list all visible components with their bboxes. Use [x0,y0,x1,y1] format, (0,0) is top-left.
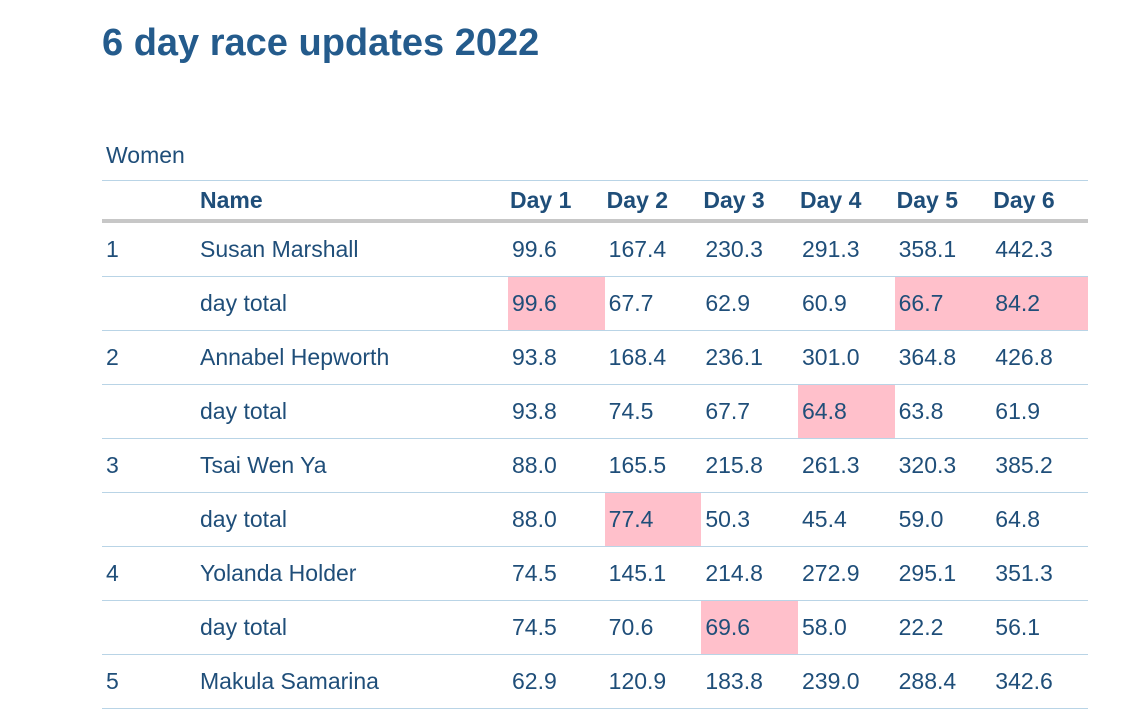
name-cell: day total [198,600,509,655]
day-1-cell: 99.6 [508,276,605,331]
day-1-cell: 88.0 [508,492,605,547]
day-2-cell: 74.5 [604,384,702,439]
day-2-cell: 165.5 [604,438,702,493]
page-title: 6 day race updates 2022 [102,22,540,64]
table-row: 2 Annabel Hepworth 93.8 168.4 236.1 301.0 364.… [102,330,1088,385]
day-5-cell: 63.8 [894,384,992,439]
day-3-cell: 50.3 [701,492,798,547]
day-3-cell: 230.3 [701,221,798,277]
day-3-cell: 62.9 [701,276,798,331]
table-row: 5 Makula Samarina 62.9 120.9 183.8 239.0 288.4… [102,654,1088,709]
day-2-cell: 168.4 [604,330,702,385]
day-5-cell: 66.7 [894,276,992,331]
day-3-cell: 67.7 [701,384,798,439]
rank-cell: 4 [102,546,198,601]
day-6-cell: 351.3 [991,546,1088,601]
table-row: day total 88.0 77.4 50.3 45.4 59.0 64.8 [102,492,1088,547]
name-cell: Yolanda Holder [198,546,509,601]
rank-cell: 2 [102,330,198,385]
table-row: 4 Yolanda Holder 74.5 145.1 214.8 272.9 295.1 3… [102,546,1088,601]
table-caption: Women [106,142,185,168]
rank-cell [102,384,198,439]
day-5-cell: 59.0 [894,492,992,547]
day-4-cell: 291.3 [797,221,895,277]
day-3-cell: 183.8 [701,654,798,709]
header-name: Name [198,180,509,223]
day-4-cell: 239.0 [797,654,895,709]
rank-cell [102,600,198,655]
day-6-cell: 84.2 [991,276,1088,331]
day-5-cell: 364.8 [894,330,992,385]
day-1-cell: 74.5 [508,600,605,655]
day-6-cell: 342.6 [991,654,1088,709]
day-6-cell: 426.8 [991,330,1088,385]
day-1-cell: 99.6 [508,221,605,277]
day-6-cell: 442.3 [991,221,1088,277]
day-3-cell: 215.8 [701,438,798,493]
table-row: day total 99.6 67.7 62.9 60.9 66.7 84.2 [102,276,1088,331]
table-body: 1 Susan Marshall 99.6 167.4 230.3 291.3 358.1 4… [102,221,1088,709]
header-day-6: Day 6 [991,180,1088,223]
day-4-cell: 45.4 [797,492,895,547]
day-5-cell: 320.3 [894,438,992,493]
day-4-cell: 64.8 [797,384,895,439]
rank-cell: 1 [102,221,198,277]
day-4-cell: 272.9 [797,546,895,601]
name-cell: day total [198,384,509,439]
name-cell: Susan Marshall [198,221,509,277]
day-1-cell: 93.8 [508,330,605,385]
day-2-cell: 77.4 [604,492,702,547]
day-2-cell: 120.9 [604,654,702,709]
day-6-cell: 61.9 [991,384,1088,439]
day-2-cell: 70.6 [604,600,702,655]
day-2-cell: 67.7 [604,276,702,331]
day-5-cell: 295.1 [894,546,992,601]
day-3-cell: 236.1 [701,330,798,385]
day-4-cell: 58.0 [797,600,895,655]
name-cell: Annabel Hepworth [198,330,509,385]
header-row: Name Day 1 Day 2 Day 3 Day 4 Day 5 Day 6 [102,180,1088,223]
rank-cell [102,492,198,547]
results-table: Name Day 1 Day 2 Day 3 Day 4 Day 5 Day 6… [102,180,1088,709]
header-day-4: Day 4 [797,180,895,223]
day-4-cell: 261.3 [797,438,895,493]
name-cell: Tsai Wen Ya [198,438,509,493]
day-4-cell: 301.0 [797,330,895,385]
day-6-cell: 56.1 [991,600,1088,655]
name-cell: day total [198,492,509,547]
table-row: day total 74.5 70.6 69.6 58.0 22.2 56.1 [102,600,1088,655]
day-1-cell: 88.0 [508,438,605,493]
header-day-2: Day 2 [604,180,702,223]
day-1-cell: 74.5 [508,546,605,601]
table-header: Name Day 1 Day 2 Day 3 Day 4 Day 5 Day 6 [102,180,1088,223]
day-5-cell: 358.1 [894,221,992,277]
table-row: day total 93.8 74.5 67.7 64.8 63.8 61.9 [102,384,1088,439]
day-2-cell: 145.1 [604,546,702,601]
day-5-cell: 22.2 [894,600,992,655]
day-1-cell: 93.8 [508,384,605,439]
rank-cell: 3 [102,438,198,493]
table-row: 1 Susan Marshall 99.6 167.4 230.3 291.3 358.1 4… [102,221,1088,277]
rank-cell [102,276,198,331]
day-3-cell: 214.8 [701,546,798,601]
rank-cell: 5 [102,654,198,709]
day-2-cell: 167.4 [604,221,702,277]
header-day-1: Day 1 [508,180,605,223]
day-6-cell: 64.8 [991,492,1088,547]
day-6-cell: 385.2 [991,438,1088,493]
header-rank [102,180,198,223]
name-cell: Makula Samarina [198,654,509,709]
day-1-cell: 62.9 [508,654,605,709]
header-day-5: Day 5 [894,180,992,223]
header-day-3: Day 3 [701,180,798,223]
day-4-cell: 60.9 [797,276,895,331]
day-5-cell: 288.4 [894,654,992,709]
name-cell: day total [198,276,509,331]
table-row: 3 Tsai Wen Ya 88.0 165.5 215.8 261.3 320.3 385.… [102,438,1088,493]
day-3-cell: 69.6 [701,600,798,655]
